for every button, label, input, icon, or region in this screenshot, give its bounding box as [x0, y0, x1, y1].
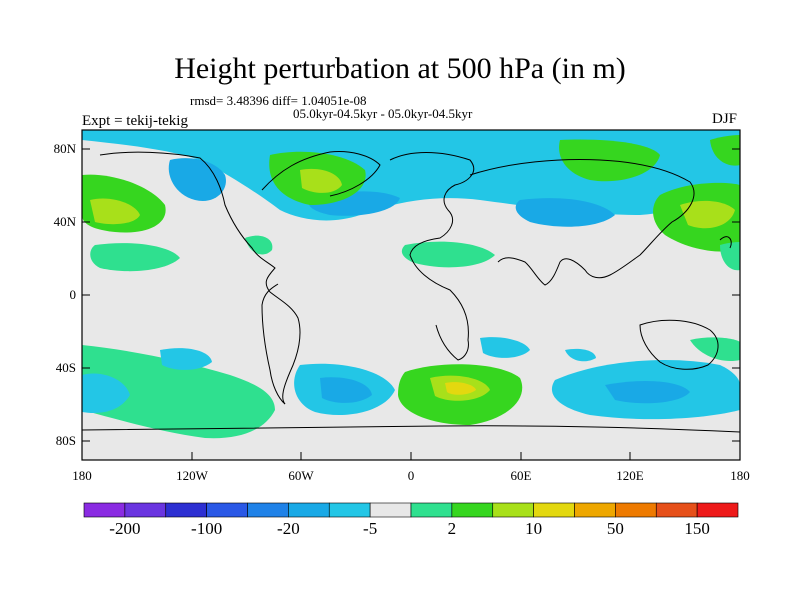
greenland-coast: [261, 151, 381, 197]
lat-label-80s: 80S: [56, 433, 76, 448]
colorbar-swatch: [696, 502, 739, 518]
lat-label-40s: 40S: [56, 360, 76, 375]
lat-tick-marks: [82, 148, 740, 442]
americas-coast: [99, 151, 301, 405]
colorbar: [83, 502, 739, 518]
colorbar-swatch: [655, 502, 698, 518]
south-america-west: [261, 283, 286, 405]
lon-label-120w: 120W: [176, 468, 209, 483]
japan-coast: [719, 236, 732, 249]
colorbar-swatch: [615, 502, 657, 518]
colorbar-swatch: [451, 502, 494, 518]
period-line: 05.0kyr-04.5kyr - 05.0kyr-04.5kyr: [293, 106, 473, 121]
coastlines: [82, 151, 740, 433]
colorbar-label: -200: [109, 519, 140, 538]
map-title: Height perturbation at 500 hPa (in m): [174, 52, 626, 85]
europe-africa-coast: [389, 152, 475, 361]
colorbar-swatch: [533, 502, 575, 518]
stats-line: rmsd= 3.48396 diff= 1.04051e-08: [190, 93, 367, 108]
colorbar-label: 50: [607, 519, 624, 538]
lon-tick-marks: [81, 452, 741, 460]
lon-label-120e: 120E: [616, 468, 644, 483]
colorbar-label: -100: [191, 519, 222, 538]
colorbar-label: -20: [277, 519, 300, 538]
colorbar-labels: -200 -100 -20 -5 2 10 50 150: [109, 519, 710, 538]
lon-label-60w: 60W: [288, 468, 314, 483]
colorbar-swatch: [574, 502, 616, 518]
australia-coast: [639, 319, 719, 370]
colorbar-swatch: [492, 502, 534, 518]
lat-label-40n: 40N: [54, 214, 77, 229]
colorbar-swatch: [206, 502, 248, 518]
antarctica-coast: [82, 425, 740, 433]
colorbar-label: 10: [525, 519, 542, 538]
lon-label-180e: 180: [730, 468, 750, 483]
colorbar-swatch: [410, 502, 453, 518]
lon-label-180w: 180: [72, 468, 92, 483]
asia-coast: [469, 159, 695, 286]
lat-label-0: 0: [70, 287, 77, 302]
lon-label-60e: 60E: [511, 468, 532, 483]
experiment-label: Expt = tekij-tekig: [82, 113, 188, 129]
colorbar-swatch: [328, 502, 371, 518]
colorbar-swatch: [165, 502, 207, 518]
colorbar-swatch: [247, 502, 289, 518]
colorbar-swatch: [83, 502, 126, 518]
colorbar-label: -5: [363, 519, 377, 538]
colorbar-label: 150: [684, 519, 710, 538]
lat-label-80n: 80N: [54, 141, 77, 156]
colorbar-swatch: [124, 502, 167, 518]
colorbar-label: 2: [448, 519, 457, 538]
colorbar-swatch: [288, 502, 330, 518]
lon-label-0: 0: [408, 468, 415, 483]
season-label: DJF: [712, 111, 738, 127]
colorbar-swatch: [369, 502, 412, 518]
